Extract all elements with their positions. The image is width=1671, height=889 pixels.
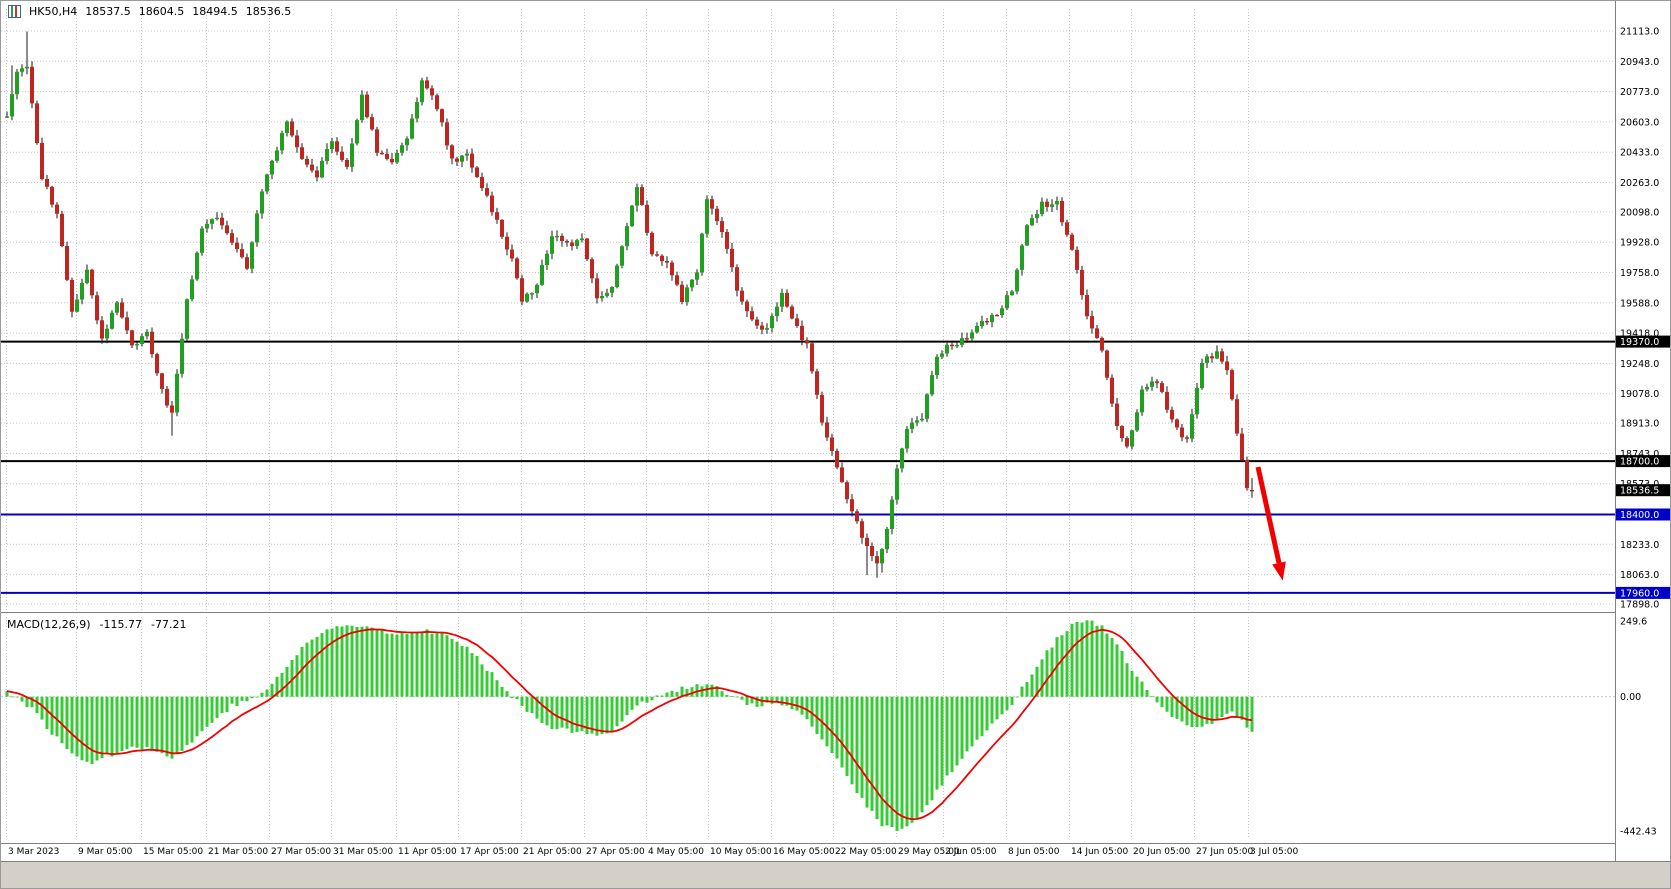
- svg-text:18536.5: 18536.5: [1620, 486, 1659, 497]
- price-axis-label: 19248.0: [1620, 359, 1659, 370]
- svg-text:17960.0: 17960.0: [1620, 588, 1659, 599]
- svg-text:19370.0: 19370.0: [1620, 337, 1659, 348]
- candlestick-series: [5, 31, 1254, 578]
- time-axis-label: 27 Apr 05:00: [586, 847, 645, 857]
- price-level-label: 18700.0: [1616, 455, 1670, 468]
- time-axis-label: 10 May 05:00: [710, 847, 772, 857]
- time-axis-label: 17 Apr 05:00: [460, 847, 519, 857]
- price-axis-label: 19588.0: [1620, 298, 1659, 309]
- grid: [1, 9, 1615, 839]
- time-axis-label: 20 Jun 05:00: [1133, 847, 1190, 857]
- time-axis-label: 21 Apr 05:00: [523, 847, 582, 857]
- quote-high: 18604.5: [138, 5, 185, 18]
- price-axis-label: 17898.0: [1620, 600, 1659, 611]
- price-level-label: 17960.0: [1616, 586, 1670, 599]
- symbol-info: HK50,H4 18537.5 18604.5 18494.5 18536.5: [8, 5, 291, 18]
- time-axis-label: 15 Mar 05:00: [143, 847, 203, 857]
- macd-signal-line: [6, 628, 1253, 821]
- time-axis-label: 14 Jun 05:00: [1071, 847, 1128, 857]
- price-axis-label: 20098.0: [1620, 207, 1659, 218]
- price-axis-label: 20603.0: [1620, 117, 1659, 128]
- quote-low: 18494.5: [192, 5, 238, 18]
- price-level-label: 19370.0: [1616, 335, 1670, 348]
- price-axis-label: 19078.0: [1620, 389, 1659, 400]
- bottom-bar: [1, 862, 1670, 888]
- time-axis[interactable]: 3 Mar 2023 9 Mar 05:00 15 Mar 05:00 21 Mar …: [8, 847, 1299, 857]
- macd-value: -115.77: [99, 618, 143, 631]
- price-axis-label: 19928.0: [1620, 238, 1659, 249]
- macd-axis-label: 249.6: [1620, 617, 1647, 628]
- quote-open: 18537.5: [85, 5, 131, 18]
- time-axis-label: 2 Jun 05:00: [945, 847, 997, 857]
- price-axis-label: 20433.0: [1620, 148, 1659, 159]
- macd-histogram: [5, 620, 1254, 831]
- time-axis-label: 31 Mar 05:00: [333, 847, 393, 857]
- time-axis-label: 16 May 05:00: [773, 847, 835, 857]
- time-axis-label: 3 Mar 2023: [8, 847, 59, 857]
- price-axis-label: 19418.0: [1620, 329, 1659, 340]
- time-axis-label: 4 May 05:00: [648, 847, 704, 857]
- price-level-label: 18536.5: [1616, 484, 1670, 497]
- price-axis-label: 20263.0: [1620, 178, 1659, 189]
- symbol-period-label: HK50,H4: [29, 5, 78, 18]
- pane-dividers: [1, 612, 1670, 844]
- price-axis-label: 18743.0: [1620, 449, 1659, 460]
- price-axis-label: 21113.0: [1620, 27, 1659, 38]
- time-axis-label: 11 Apr 05:00: [398, 847, 457, 857]
- svg-text:18700.0: 18700.0: [1620, 457, 1659, 468]
- time-axis-label: 8 Jun 05:00: [1008, 847, 1060, 857]
- macd-label: MACD(12,26,9): [7, 618, 91, 631]
- price-level-label: 18400.0: [1616, 508, 1670, 521]
- chart-symbol-icon: [8, 5, 21, 18]
- time-axis-label: 27 Mar 05:00: [271, 847, 331, 857]
- time-axis-label: 3 Jul 05:00: [1250, 847, 1299, 857]
- price-axis-label: 18913.0: [1620, 419, 1659, 430]
- quote-close: 18536.5: [245, 5, 292, 18]
- macd-axis-label: -442.43: [1620, 827, 1657, 838]
- price-axis-label: 19758.0: [1620, 268, 1659, 279]
- macd-indicator-info: MACD(12,26,9) -115.77 -77.21: [7, 618, 186, 631]
- time-axis-label: 29 May 05:00: [898, 847, 960, 857]
- price-axis-label: 18233.0: [1620, 540, 1659, 551]
- time-axis-label: 22 May 05:00: [835, 847, 897, 857]
- price-axis-label: 20943.0: [1620, 57, 1659, 68]
- svg-text:18400.0: 18400.0: [1620, 510, 1659, 521]
- price-axis[interactable]: 21113.0 20943.0 20773.0 20603.0 20433.0 20263…: [1615, 1, 1671, 862]
- trend-arrow-annotation[interactable]: [1255, 466, 1286, 581]
- time-axis-label: 21 Mar 05:00: [208, 847, 268, 857]
- price-axis-label: 18063.0: [1620, 570, 1659, 581]
- price-axis-label: 20773.0: [1620, 87, 1659, 98]
- time-axis-label: 9 Mar 05:00: [78, 847, 133, 857]
- time-axis-label: 27 Jun 05:00: [1196, 847, 1253, 857]
- macd-axis-label: 0.00: [1620, 692, 1641, 703]
- macd-signal-value: -77.21: [151, 618, 187, 631]
